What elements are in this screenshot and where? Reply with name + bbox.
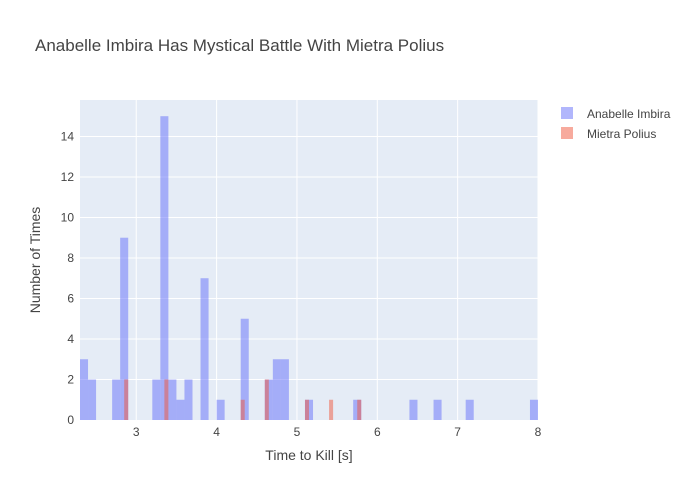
y-tick-label: 8: [67, 251, 74, 265]
histogram-bar[interactable]: [264, 379, 269, 420]
histogram-bar[interactable]: [152, 379, 161, 420]
legend-label-anabelle[interactable]: Anabelle Imbira: [587, 107, 671, 121]
x-tick-label: 6: [374, 425, 381, 439]
histogram-bar[interactable]: [120, 237, 129, 420]
histogram-bar[interactable]: [329, 399, 334, 420]
y-tick-label: 0: [67, 413, 74, 427]
histogram-bar[interactable]: [80, 359, 89, 420]
x-tick-label: 3: [133, 425, 140, 439]
y-tick-label: 12: [61, 170, 75, 184]
y-tick-label: 14: [61, 129, 75, 143]
histogram-bar[interactable]: [272, 359, 281, 420]
x-tick-label: 8: [535, 425, 542, 439]
histogram-bar[interactable]: [357, 399, 362, 420]
histogram-bar[interactable]: [409, 399, 418, 420]
histogram-bar[interactable]: [124, 379, 129, 420]
x-tick-label: 7: [454, 425, 461, 439]
legend-label-mietra[interactable]: Mietra Polius: [587, 127, 656, 141]
x-axis-title: Time to Kill [s]: [265, 447, 352, 463]
y-tick-label: 6: [67, 291, 74, 305]
plot-area: [80, 100, 538, 420]
histogram-bar[interactable]: [240, 399, 245, 420]
histogram-bar[interactable]: [433, 399, 442, 420]
histogram-bar[interactable]: [240, 318, 249, 420]
x-tick-label: 4: [213, 425, 220, 439]
histogram-bar[interactable]: [184, 379, 193, 420]
y-tick-label: 4: [67, 332, 74, 346]
y-tick-label: 2: [67, 372, 74, 386]
histogram-bar[interactable]: [200, 278, 209, 420]
y-tick-label: 10: [61, 210, 75, 224]
legend[interactable]: Anabelle Imbira Mietra Polius: [561, 107, 671, 141]
histogram-bar[interactable]: [88, 379, 97, 420]
x-tick-label: 5: [294, 425, 301, 439]
histogram-bar[interactable]: [112, 379, 121, 420]
histogram-bar[interactable]: [280, 359, 289, 420]
histogram-bar[interactable]: [304, 399, 309, 420]
x-axis-ticks: 3 4 5 6 7 8: [133, 425, 542, 439]
y-axis-ticks: 0 2 4 6 8 10 12 14: [61, 129, 75, 427]
gridlines: [80, 100, 539, 420]
chart-title: Anabelle Imbira Has Mystical Battle With…: [35, 36, 444, 55]
histogram-bar[interactable]: [168, 379, 177, 420]
histogram-bar[interactable]: [216, 399, 225, 420]
series-mietra-bars: [124, 379, 362, 420]
y-axis-title: Number of Times: [27, 207, 43, 314]
legend-swatch-mietra[interactable]: [561, 127, 573, 139]
histogram-bar[interactable]: [160, 116, 169, 421]
legend-swatch-anabelle[interactable]: [561, 107, 573, 119]
histogram-bar[interactable]: [176, 399, 185, 420]
histogram-bar[interactable]: [465, 399, 474, 420]
histogram-bar[interactable]: [164, 379, 169, 420]
histogram-bar[interactable]: [529, 399, 538, 420]
